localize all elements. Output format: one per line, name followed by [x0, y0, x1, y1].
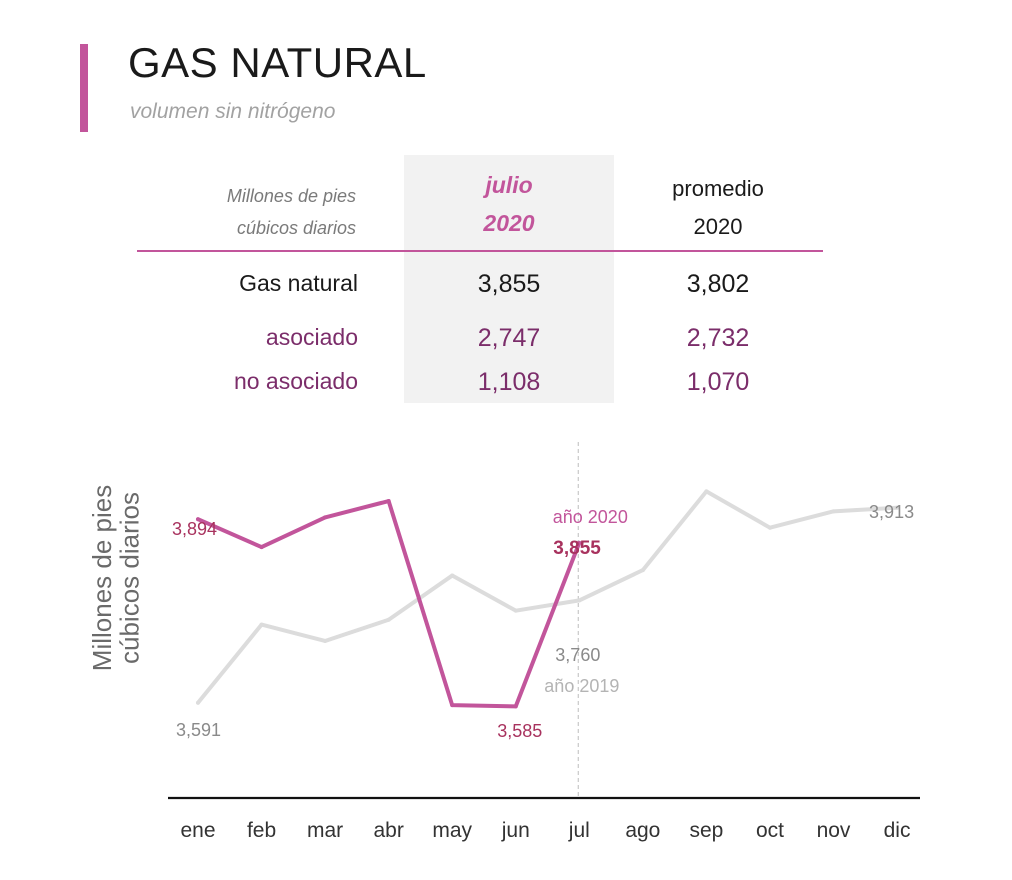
- x-tick-label-nov: nov: [817, 819, 851, 842]
- x-tick-label-jul: jul: [568, 819, 590, 842]
- cell-no-asociado-julio: 1,108: [477, 368, 541, 396]
- point-2020-may: [450, 703, 455, 708]
- point-2019-abr: [386, 617, 391, 622]
- point-2019-mar: [323, 638, 328, 643]
- point-2019-nov: [831, 509, 836, 514]
- data-label-2019-ene: 3,591: [176, 720, 221, 740]
- data-label-2019-jul: 3,760: [555, 645, 600, 665]
- point-2020-feb: [259, 545, 264, 550]
- x-tick-label-oct: oct: [756, 819, 784, 842]
- page-subtitle: volumen sin nitrógeno: [130, 100, 336, 123]
- point-2019-ago: [640, 568, 645, 573]
- data-label-2020-jun: 3,585: [497, 721, 542, 741]
- x-tick-label-may: may: [432, 819, 472, 842]
- row-label-asociado: asociado: [265, 324, 358, 350]
- title-accent-bar: [80, 44, 88, 132]
- cell-asociado-julio: 2,747: [477, 324, 541, 352]
- data-label-2020-jul: 3,855: [553, 538, 601, 559]
- point-2019-jun: [513, 608, 518, 613]
- point-2019-may: [450, 573, 455, 578]
- cell-gas-natural-promedio: 3,802: [686, 270, 750, 298]
- row-label-gas-natural: Gas natural: [239, 270, 358, 296]
- table-units-label: Millones de pies cúbicos diarios: [227, 180, 356, 244]
- series-line-2020: [196, 499, 582, 709]
- point-2019-ene: [196, 700, 200, 705]
- column-header-julio-line2: 2020: [483, 210, 535, 236]
- data-label-2019-dic: 3,913: [869, 502, 914, 522]
- cell-asociado-promedio: 2,732: [686, 324, 750, 352]
- x-tick-label-ago: ago: [625, 819, 660, 842]
- x-tick-label-sep: sep: [689, 819, 723, 842]
- series-line-2019: [196, 489, 900, 705]
- page-title: GAS NATURAL: [128, 39, 427, 86]
- y-axis-title: Millones de piescúbicos diarios: [87, 485, 144, 671]
- x-tick-label-abr: abr: [373, 819, 403, 842]
- point-2019-feb: [259, 622, 264, 627]
- cell-no-asociado-promedio: 1,070: [686, 368, 750, 396]
- x-tick-label-ene: ene: [180, 819, 215, 842]
- column-header-promedio-line2: 2020: [693, 214, 743, 239]
- column-header-promedio: promedio 2020: [614, 170, 822, 246]
- point-2019-dic: [895, 505, 900, 510]
- table-header-rule: [137, 250, 823, 252]
- x-tick-label-feb: feb: [247, 819, 276, 842]
- point-2019-oct: [767, 525, 772, 530]
- units-line-1: Millones de pies: [226, 186, 356, 206]
- point-2020-ene: [196, 517, 200, 522]
- series-label-2019: año 2019: [544, 676, 619, 696]
- point-2020-jul: [577, 540, 582, 545]
- point-2020-mar: [323, 515, 328, 520]
- x-tick-label-jun: jun: [501, 819, 530, 842]
- cell-gas-natural-julio: 3,855: [477, 270, 541, 298]
- x-tick-label-dic: dic: [884, 819, 911, 842]
- point-2019-jul: [577, 598, 582, 603]
- data-label-2020-ene: 3,894: [172, 519, 217, 539]
- series-label-2020: año 2020: [553, 507, 628, 527]
- units-line-2: cúbicos diarios: [236, 218, 356, 238]
- point-2020-jun: [513, 704, 518, 709]
- point-2020-abr: [386, 499, 391, 504]
- column-header-julio-line1: julio: [485, 172, 533, 198]
- column-header-promedio-line1: promedio: [672, 176, 764, 201]
- row-label-no-asociado: no asociado: [233, 368, 358, 394]
- x-tick-label-mar: mar: [307, 819, 343, 842]
- column-header-julio: julio 2020: [404, 166, 614, 242]
- julio-column-highlight: [404, 155, 614, 403]
- point-2019-sep: [704, 489, 709, 494]
